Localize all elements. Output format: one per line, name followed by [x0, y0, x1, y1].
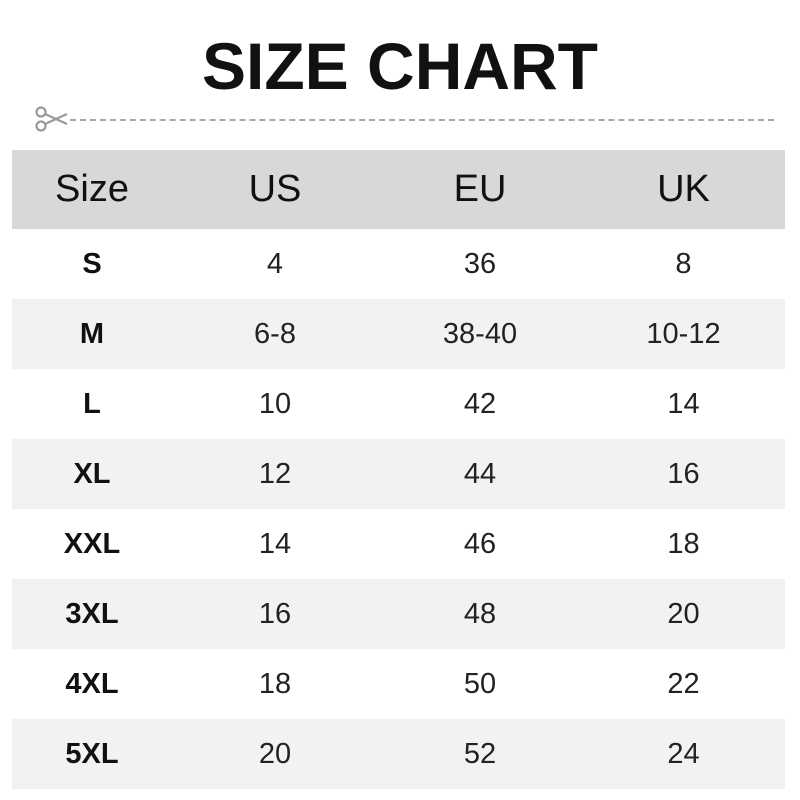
cell-uk: 16: [667, 457, 700, 490]
cell-uk: 14: [667, 387, 700, 420]
cell-us: 18: [258, 667, 292, 700]
cell-eu: 46: [463, 527, 497, 560]
cell-us: 16: [258, 597, 292, 630]
cell-eu: 38-40: [442, 317, 518, 350]
cell-size: L: [83, 387, 101, 420]
header-uk: UK: [657, 168, 710, 210]
table-row: 4XL 18 50 22: [12, 649, 785, 719]
header-us: US: [248, 168, 302, 210]
cell-us: 10: [258, 387, 292, 420]
header-eu: EU: [453, 168, 507, 210]
cell-eu: 48: [463, 597, 497, 630]
header-size: Size: [55, 168, 129, 210]
cell-size: 4XL: [65, 667, 119, 700]
cell-size: 5XL: [65, 737, 119, 770]
cell-uk: 8: [675, 247, 692, 280]
cell-eu: 52: [463, 737, 497, 770]
table-row: 3XL 16 48 20: [12, 579, 785, 649]
cell-us: 20: [258, 737, 292, 770]
cell-uk: 24: [667, 737, 700, 770]
cell-us: 12: [258, 457, 292, 490]
page-title: SIZE CHART: [202, 29, 598, 103]
cell-uk: 20: [667, 597, 700, 630]
cell-us: 4: [266, 247, 284, 280]
cut-line: [34, 106, 774, 132]
cell-size: XXL: [63, 527, 121, 560]
table-row: L 10 42 14: [12, 369, 785, 439]
cell-size: 3XL: [65, 597, 119, 630]
cell-eu: 42: [463, 387, 497, 420]
table-header-row: Size US EU UK: [12, 150, 785, 229]
cell-eu: 36: [463, 247, 497, 280]
cell-size: M: [79, 317, 105, 350]
dashed-divider: [70, 119, 774, 121]
cell-eu: 50: [463, 667, 497, 700]
scissors-icon: [35, 106, 68, 132]
table-row: XXL 14 46 18: [12, 509, 785, 579]
cell-eu: 44: [463, 457, 497, 490]
cell-us: 14: [258, 527, 292, 560]
cell-uk: 10-12: [646, 317, 721, 350]
cell-uk: 22: [667, 667, 700, 700]
table-row: M 6-8 38-40 10-12: [12, 299, 785, 369]
table-row: 5XL 20 52 24: [12, 719, 785, 789]
cell-size: S: [82, 247, 102, 280]
cell-uk: 18: [667, 527, 700, 560]
table-row: XL 12 44 16: [12, 439, 785, 509]
table-row: S 4 36 8: [12, 229, 785, 299]
cell-size: XL: [73, 457, 111, 490]
cell-us: 6-8: [254, 317, 296, 350]
size-table: Size US EU UK S 4 36 8 M 6-8 38-40 10-12 L 10 42 14…: [12, 150, 785, 789]
